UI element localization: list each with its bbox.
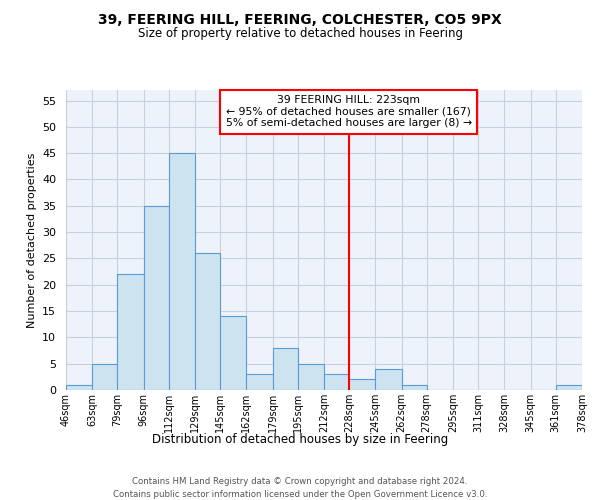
Bar [402,384,427,390]
Y-axis label: Number of detached properties: Number of detached properties [26,152,37,328]
Bar [324,374,349,390]
Bar [66,384,92,390]
Bar [195,253,220,390]
Bar [349,380,375,390]
Text: 39 FEERING HILL: 223sqm
← 95% of detached houses are smaller (167)
5% of semi-de: 39 FEERING HILL: 223sqm ← 95% of detache… [226,96,472,128]
Bar [117,274,144,390]
Text: Distribution of detached houses by size in Feering: Distribution of detached houses by size … [152,432,448,446]
Bar [92,364,117,390]
Text: Contains HM Land Registry data © Crown copyright and database right 2024.: Contains HM Land Registry data © Crown c… [132,478,468,486]
Bar [220,316,246,390]
Text: Size of property relative to detached houses in Feering: Size of property relative to detached ho… [137,28,463,40]
Bar [169,153,195,390]
Bar [273,348,298,390]
Text: Contains public sector information licensed under the Open Government Licence v3: Contains public sector information licen… [113,490,487,499]
Bar [144,206,169,390]
Bar [298,364,324,390]
Text: 39, FEERING HILL, FEERING, COLCHESTER, CO5 9PX: 39, FEERING HILL, FEERING, COLCHESTER, C… [98,12,502,26]
Bar [556,384,582,390]
Bar [246,374,273,390]
Bar [375,369,402,390]
